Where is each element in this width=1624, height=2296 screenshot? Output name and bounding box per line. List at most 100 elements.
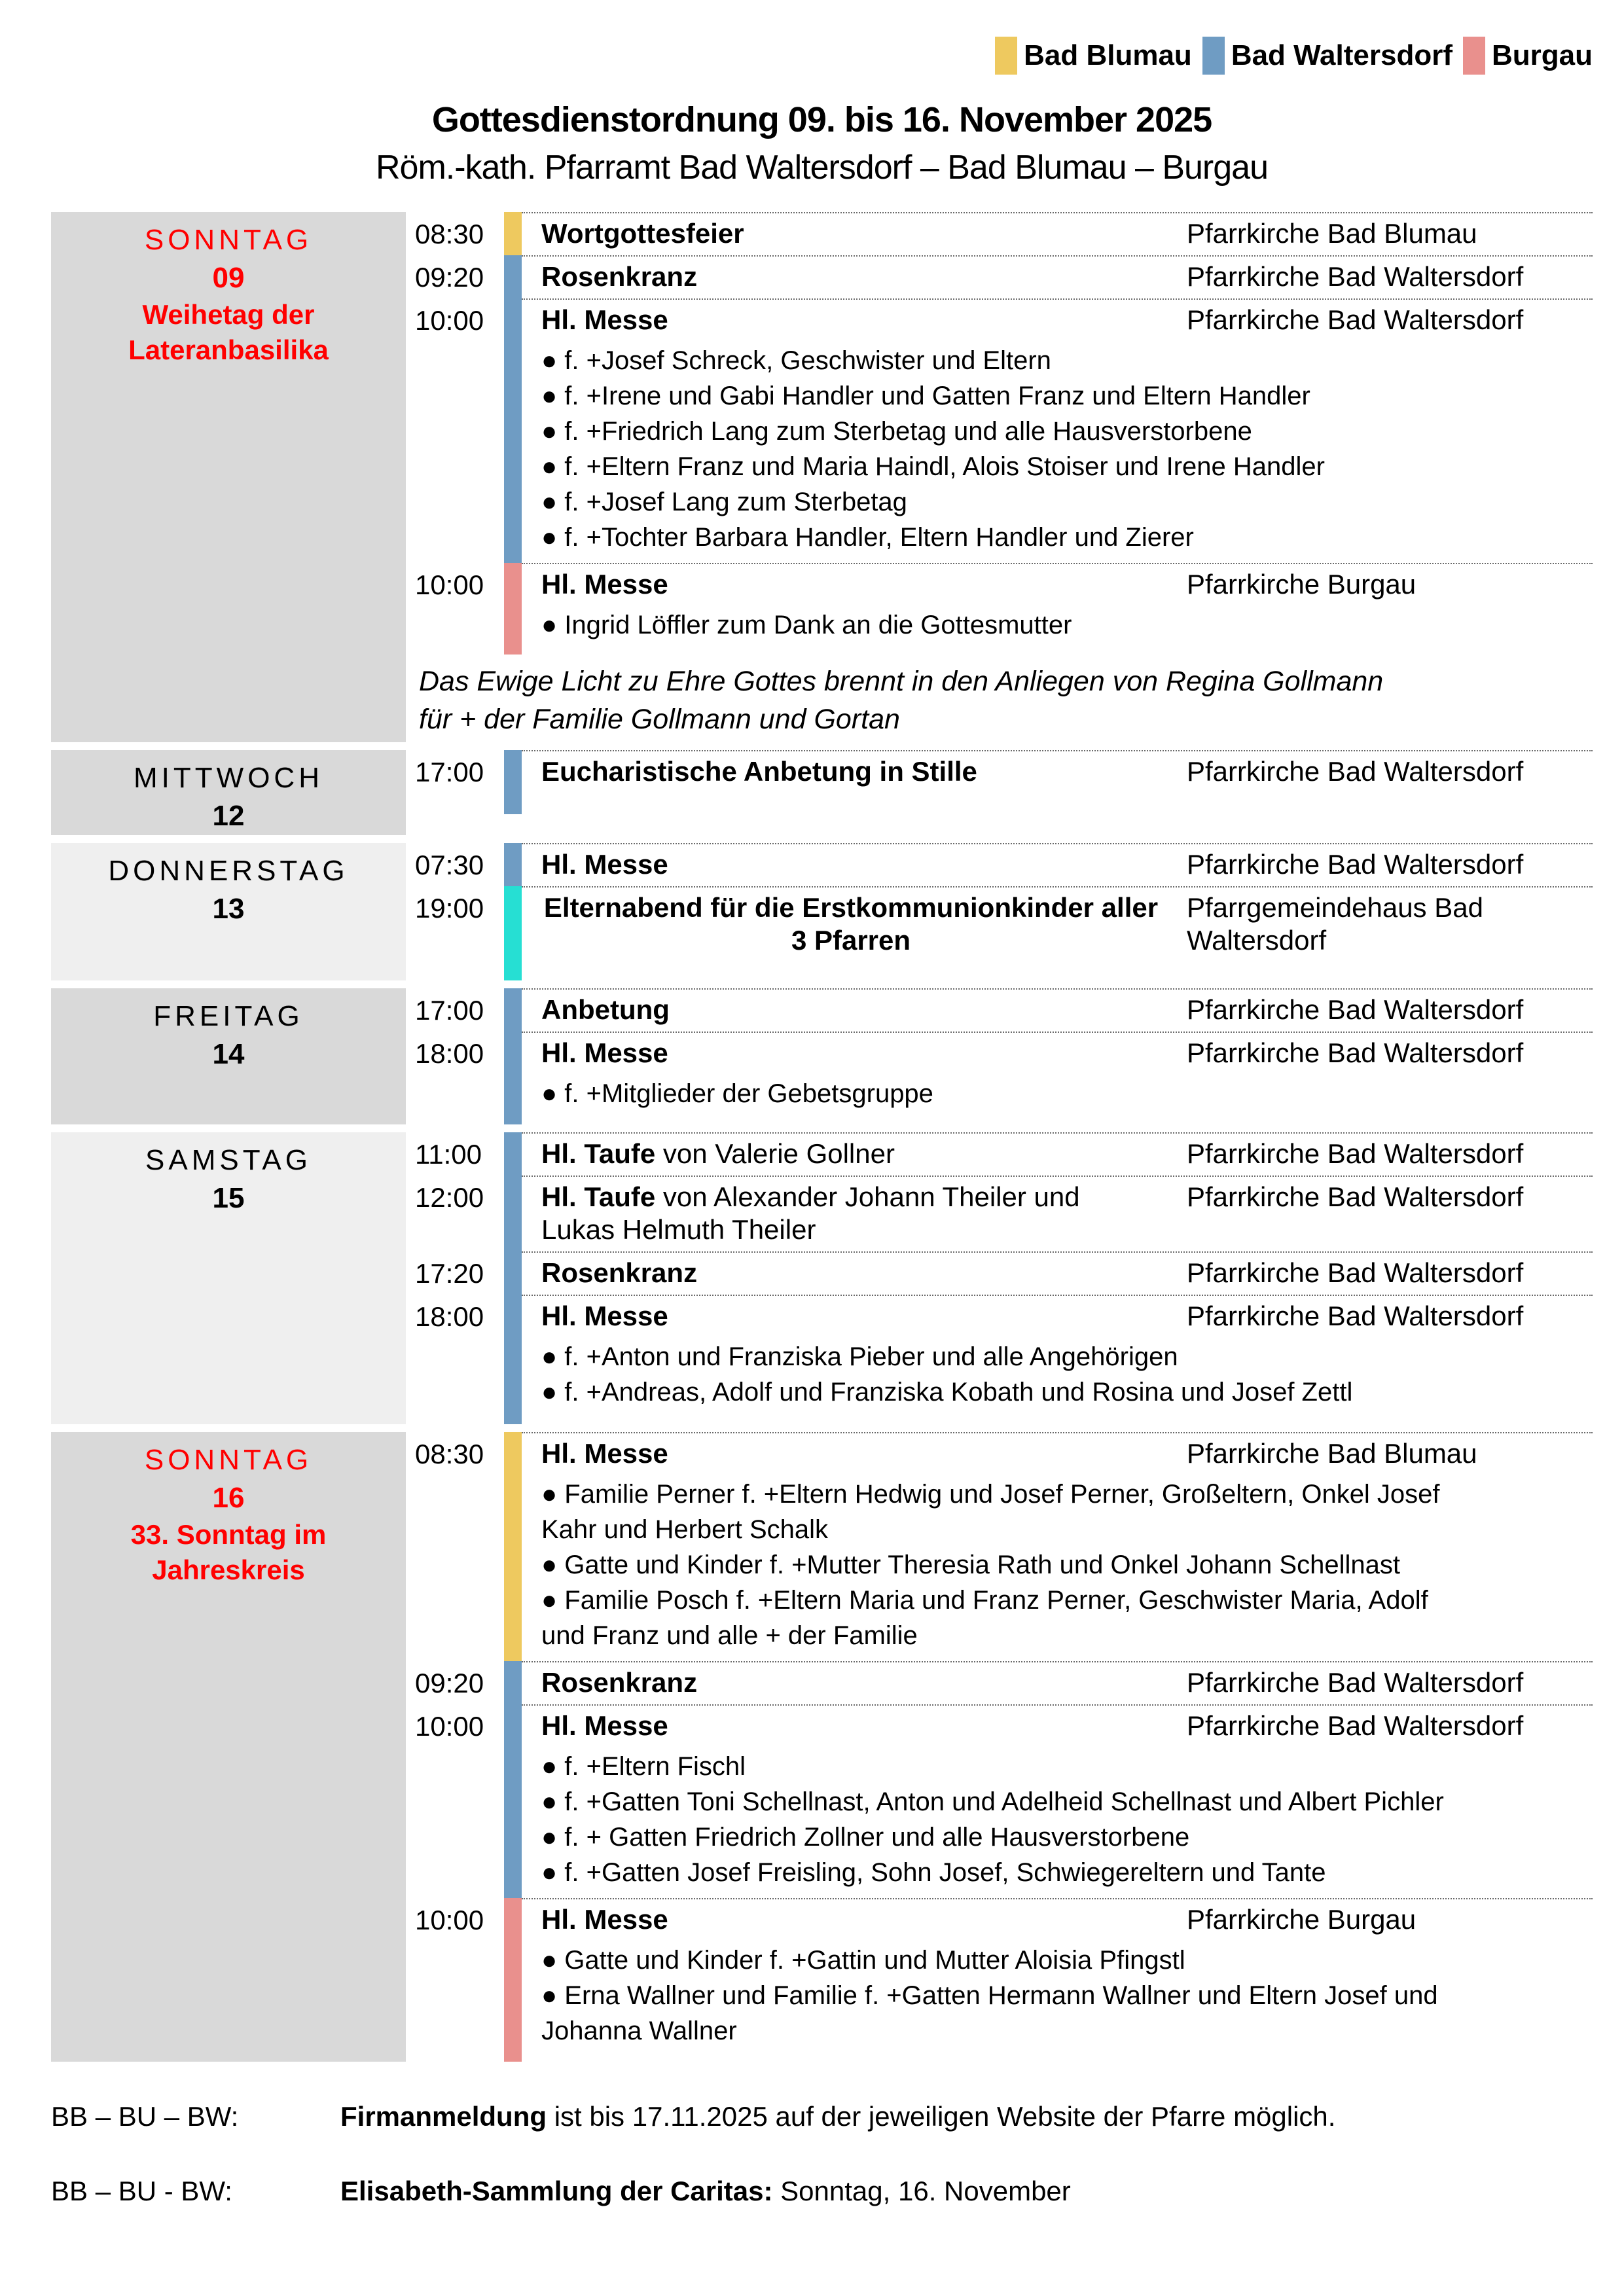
event-title: Hl. Messe xyxy=(541,1437,1187,1470)
event-location: Pfarrkirche Bad Waltersdorf xyxy=(1187,1710,1524,1741)
event-title: Rosenkranz xyxy=(541,260,1187,293)
day-events: 08:30 Hl. Messe Pfarrkirche Bad Blumau ● Fa… xyxy=(406,1432,1593,2062)
legend-item: Bad Waltersdorf xyxy=(1202,37,1453,75)
event-title: Rosenkranz xyxy=(541,1666,1187,1699)
event-title: Hl. Messe xyxy=(541,1300,1187,1333)
day-block: DONNERSTAG 13 07:30 Hl. Messe Pfarrkirche Ba… xyxy=(51,843,1593,980)
day-name: DONNERSTAG xyxy=(108,855,349,887)
legend-swatch xyxy=(1202,37,1225,75)
intention-list: ● f. +Josef Schreck, Geschwister und Elt… xyxy=(541,343,1593,555)
event-body: Hl. Taufe von Valerie Gollner Pfarrkirche… xyxy=(522,1132,1593,1175)
intention-bullet: ● f. + Gatten Friedrich Zollner und alle… xyxy=(541,1823,1190,1852)
event-time: 17:00 xyxy=(415,757,484,787)
event-time: 08:30 xyxy=(415,1439,484,1469)
event-body: Hl. Messe Pfarrkirche Burgau ● Ingrid Löff… xyxy=(522,563,1593,655)
event-body: Hl. Messe Pfarrkirche Bad Waltersdorf ● f.… xyxy=(522,1704,1593,1898)
event-title-bold: Hl. Messe xyxy=(541,1300,668,1331)
event-lined-area: Hl. Messe Pfarrkirche Bad Waltersdorf ● f.… xyxy=(504,1295,1593,1424)
event-body: Elternabend für die Erstkommunionkinder … xyxy=(522,886,1593,980)
day-name: SONNTAG xyxy=(144,224,313,256)
event-lined-area: Hl. Messe Pfarrkirche Bad Waltersdorf ● f.… xyxy=(504,1704,1593,1898)
intention-bullet: ● Erna Wallner und Familie f. +Gatten He… xyxy=(541,1981,1438,2045)
event-head: Hl. Messe Pfarrkirche Bad Blumau xyxy=(541,1437,1593,1470)
event-title: Wortgottesfeier xyxy=(541,217,1187,250)
event-title-bold: Hl. Messe xyxy=(541,1710,668,1741)
event-title-bold: Anbetung xyxy=(541,994,670,1025)
event-head: Hl. Messe Pfarrkirche Burgau xyxy=(541,1903,1593,1936)
event-lined-area: Rosenkranz Pfarrkirche Bad Waltersdorf xyxy=(504,1661,1593,1704)
event-color-bar xyxy=(504,1251,522,1295)
event-title-bold: Hl. Messe xyxy=(541,304,668,335)
footer-note-label: BB – BU - BW: xyxy=(51,2176,232,2206)
intention-bullet: ● f. +Andreas, Adolf und Franziska Kobat… xyxy=(541,1378,1353,1407)
event-title: Hl. Messe xyxy=(541,1710,1187,1742)
event-color-bar xyxy=(504,1432,522,1661)
event-time: 17:20 xyxy=(415,1258,484,1289)
footer-note-bold: Elisabeth-Sammlung der Caritas: xyxy=(340,2176,773,2206)
event-color-bar xyxy=(504,1898,522,2062)
event-title: Elternabend für die Erstkommunionkinder … xyxy=(541,891,1187,957)
event-row: 18:00 Hl. Messe Pfarrkirche Bad Waltersdor… xyxy=(406,1031,1593,1124)
event-head: Rosenkranz Pfarrkirche Bad Waltersdorf xyxy=(541,260,1593,293)
event-time: 10:00 xyxy=(415,1905,484,1935)
event-time: 07:30 xyxy=(415,850,484,880)
day-events: 17:00 Eucharistische Anbetung in Stille Pf… xyxy=(406,750,1593,835)
event-lined-area: Elternabend für die Erstkommunionkinder … xyxy=(504,886,1593,980)
event-title-bold: Wortgottesfeier xyxy=(541,218,744,249)
day-header: DONNERSTAG 13 xyxy=(51,843,406,980)
event-title-bold: Hl. Messe xyxy=(541,569,668,600)
event-time: 12:00 xyxy=(415,1182,484,1213)
event-title-rest: von Alexander Johann Theiler und Lukas H… xyxy=(541,1181,1080,1245)
event-body: Eucharistische Anbetung in Stille Pfarrki… xyxy=(522,750,1593,814)
event-row: 09:20 Rosenkranz Pfarrkirche Bad Waltersdo… xyxy=(406,255,1593,298)
day-number: 12 xyxy=(212,800,245,832)
event-title: Hl. Taufe von Valerie Gollner xyxy=(541,1138,1187,1170)
day-header: MITTWOCH 12 xyxy=(51,750,406,835)
day-block: SONNTAG 16 33. Sonntag im Jahreskreis 08:30 H… xyxy=(51,1432,1593,2062)
legend-label: Bad Waltersdorf xyxy=(1231,39,1453,71)
event-body: Hl. Taufe von Alexander Johann Theiler u… xyxy=(522,1175,1593,1251)
event-location: Pfarrkirche Bad Waltersdorf xyxy=(1187,1667,1524,1698)
event-time: 11:00 xyxy=(415,1139,482,1170)
event-row: 11:00 Hl. Taufe von Valerie Gollner Pfarrk… xyxy=(406,1132,1593,1175)
event-row: 17:00 Eucharistische Anbetung in Stille Pf… xyxy=(406,750,1593,814)
day-block: SONNTAG 09 Weihetag der Lateranbasilika 08:3… xyxy=(51,212,1593,742)
header: Gottesdienstordnung 09. bis 16. November… xyxy=(51,99,1593,187)
footer-note-rest: Sonntag, 16. November xyxy=(772,2176,1071,2206)
event-time: 17:00 xyxy=(415,995,484,1026)
event-title-bold: Hl. Messe xyxy=(541,1438,668,1469)
event-title-bold: Rosenkranz xyxy=(541,261,698,292)
event-lined-area: Hl. Messe Pfarrkirche Bad Blumau ● Familie… xyxy=(504,1432,1593,1661)
event-color-bar xyxy=(504,843,522,886)
intention-bullet: ● f. +Josef Schreck, Geschwister und Elt… xyxy=(541,346,1051,375)
event-title-bold: Hl. Taufe xyxy=(541,1138,656,1169)
event-title: Anbetung xyxy=(541,994,1187,1026)
legend-label: Burgau xyxy=(1492,39,1593,71)
event-time: 10:00 xyxy=(415,1711,484,1742)
event-lined-area: Hl. Messe Pfarrkirche Burgau ● Gatte und K… xyxy=(504,1898,1593,2062)
event-title-bold: Hl. Messe xyxy=(541,849,668,880)
day-events: 17:00 Anbetung Pfarrkirche Bad Waltersdorf… xyxy=(406,988,1593,1124)
event-color-bar xyxy=(504,988,522,1031)
day-name: SONNTAG xyxy=(144,1444,313,1476)
event-location: Pfarrkirche Bad Blumau xyxy=(1187,218,1477,249)
event-title-bold: Elternabend für die Erstkommunionkinder … xyxy=(543,892,1159,956)
day-feast-line: Jahreskreis xyxy=(152,1554,305,1585)
event-body: Wortgottesfeier Pfarrkirche Bad Blumau xyxy=(522,212,1593,255)
footer-note: BB – BU – BW: Firmanmeldung ist bis 17.11… xyxy=(51,2100,1593,2134)
eternal-light-note: Das Ewige Licht zu Ehre Gottes brennt in… xyxy=(419,666,1384,735)
day-header: SONNTAG 16 33. Sonntag im Jahreskreis xyxy=(51,1432,406,2062)
intention-bullet: ● f. +Mitglieder der Gebetsgruppe xyxy=(541,1079,933,1108)
event-time: 19:00 xyxy=(415,893,484,924)
event-color-bar xyxy=(504,1175,522,1251)
day-events: 08:30 Wortgottesfeier Pfarrkirche Bad Blum… xyxy=(406,212,1593,742)
day-events: 07:30 Hl. Messe Pfarrkirche Bad Waltersdor… xyxy=(406,843,1593,980)
intention-bullet: ● f. +Friedrich Lang zum Sterbetag und a… xyxy=(541,417,1252,446)
event-row: 09:20 Rosenkranz Pfarrkirche Bad Waltersdo… xyxy=(406,1661,1593,1704)
page-title: Gottesdienstordnung 09. bis 16. November… xyxy=(431,100,1212,139)
event-location: Pfarrkirche Bad Waltersdorf xyxy=(1187,849,1524,880)
intention-bullet: ● f. +Tochter Barbara Handler, Eltern Ha… xyxy=(541,523,1194,552)
event-color-bar xyxy=(504,1661,522,1704)
event-location: Pfarrkirche Bad Blumau xyxy=(1187,1438,1477,1469)
